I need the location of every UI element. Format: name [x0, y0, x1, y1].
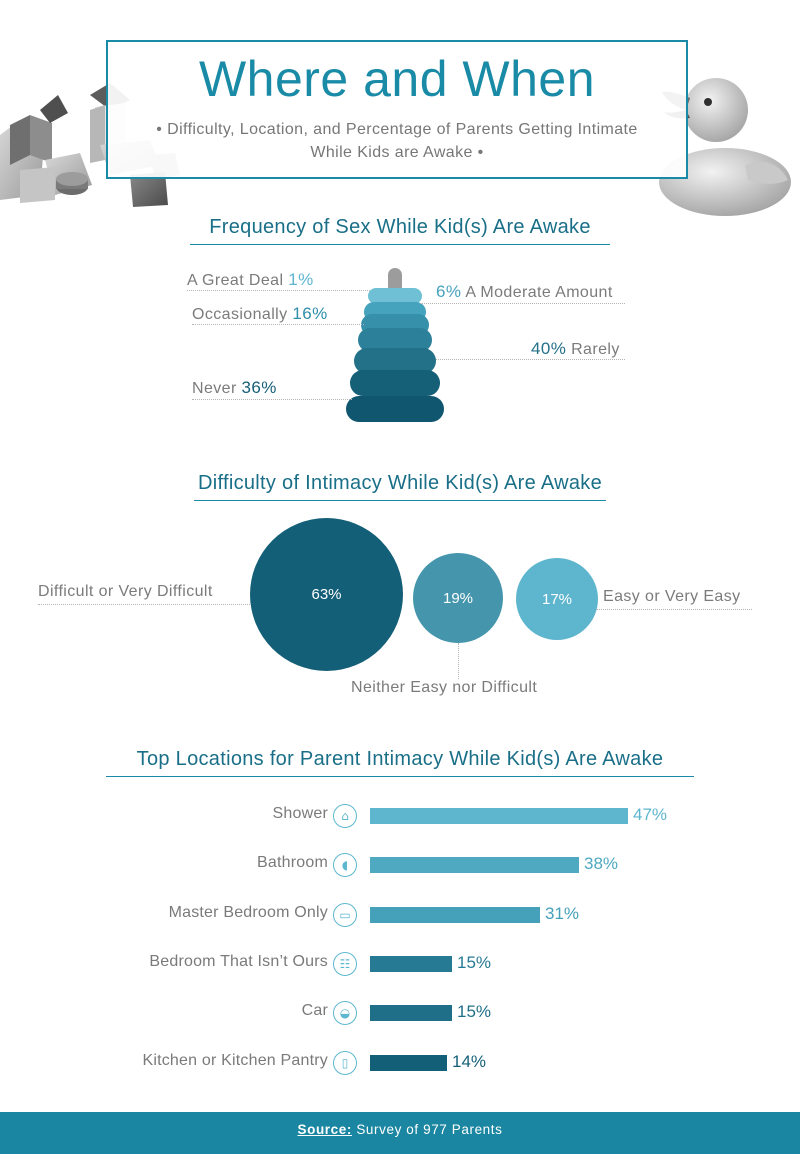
bar-label-car: Car	[301, 1002, 328, 1020]
freq-value-rarely: 40%	[531, 339, 567, 358]
bed-icon: ▭	[333, 902, 357, 927]
toilet-icon: ◖	[333, 853, 357, 878]
page-subtitle: • Difficulty, Location, and Percentage o…	[156, 121, 638, 161]
bar-value-master-bedroom-only: 31%	[545, 903, 580, 923]
freq-value-never: 36%	[241, 378, 277, 397]
bubble-neither: 19%	[413, 553, 503, 643]
bar-label-kitchen-or-kitchen-pantry: Kitchen or Kitchen Pantry	[142, 1051, 328, 1069]
leader-line	[192, 324, 364, 325]
source-label: Source:	[297, 1122, 352, 1137]
bunk-bed-icon: ☷	[333, 951, 357, 976]
freq-label-rarely: 40% Rarely	[531, 339, 620, 358]
difficulty-label-easy: Easy or Very Easy	[603, 588, 741, 605]
difficulty-chart-title: Difficulty of Intimacy While Kid(s) Are …	[194, 472, 606, 501]
bubble-value-difficult: 63%	[311, 586, 342, 603]
source-note: Source: Survey of 977 Parents	[0, 1122, 800, 1137]
bar-label-bedroom-that-isn-t-ours: Bedroom That Isn’t Ours	[149, 952, 328, 970]
page-title: Where and When	[198, 51, 596, 107]
difficulty-label-difficult: Difficult or Very Difficult	[38, 583, 213, 600]
ring-never	[350, 370, 440, 396]
bar-shower	[370, 808, 628, 824]
bar-bedroom-that-isn-t-ours	[370, 955, 452, 972]
bubble-value-easy: 17%	[541, 590, 573, 608]
ring-base	[346, 396, 444, 422]
header-frame	[106, 40, 688, 179]
frequency-chart-title: Frequency of Sex While Kid(s) Are Awake	[190, 216, 610, 245]
ring-rarely	[354, 348, 436, 374]
shower-icon: ⌂	[333, 804, 357, 828]
difficulty-label-neither: Neither Easy nor Difficult	[351, 679, 538, 696]
rubber-duck-image	[659, 78, 791, 216]
ring-occasionally-2	[358, 328, 432, 352]
bubble-value-neither: 19%	[442, 589, 474, 607]
bar-car	[370, 1005, 452, 1022]
leader-line	[458, 643, 459, 679]
bar-value-bedroom-that-isn-t-ours: 15%	[457, 952, 492, 972]
bubble-difficult: 63%	[250, 518, 403, 671]
freq-label-a-great-deal: A Great Deal 1%	[187, 270, 314, 289]
leader-line	[187, 290, 370, 291]
bar-kitchen-or-kitchen-pantry	[370, 1054, 447, 1071]
bar-label-bathroom: Bathroom	[257, 854, 328, 872]
freq-value-occasionally: 16%	[292, 304, 328, 323]
freq-value-a-great-deal: 1%	[288, 270, 314, 289]
stacking-ring-toy	[346, 268, 444, 422]
leader-line	[420, 303, 625, 304]
source-text: Survey of 977 Parents	[351, 1122, 503, 1137]
bar-value-kitchen-or-kitchen-pantry: 14%	[452, 1051, 487, 1071]
leader-line	[596, 609, 752, 610]
leader-line	[436, 359, 625, 360]
bar-value-shower: 47%	[633, 805, 668, 824]
ring-a-great-deal	[368, 288, 422, 304]
freq-label-never: Never 36%	[192, 378, 277, 397]
fridge-icon: ▯	[333, 1050, 357, 1075]
bar-master-bedroom-only	[370, 906, 540, 923]
freq-label-a-moderate-amount: 6% A Moderate Amount	[436, 282, 613, 301]
footer-bar	[0, 1112, 800, 1154]
bar-label-master-bedroom-only: Master Bedroom Only	[168, 903, 328, 921]
freq-value-a-moderate-amount: 6%	[436, 282, 462, 301]
bar-bathroom	[370, 857, 579, 874]
car-icon: ◒	[333, 1001, 357, 1026]
leader-line	[192, 399, 352, 400]
leader-line	[38, 604, 258, 605]
locations-chart-title: Top Locations for Parent Intimacy While …	[106, 748, 694, 777]
bar-label-shower: Shower	[272, 805, 328, 822]
bar-value-car: 15%	[457, 1002, 492, 1022]
bar-value-bathroom: 38%	[584, 854, 619, 874]
freq-label-occasionally: Occasionally 16%	[192, 304, 328, 323]
bubble-easy: 17%	[516, 558, 598, 640]
